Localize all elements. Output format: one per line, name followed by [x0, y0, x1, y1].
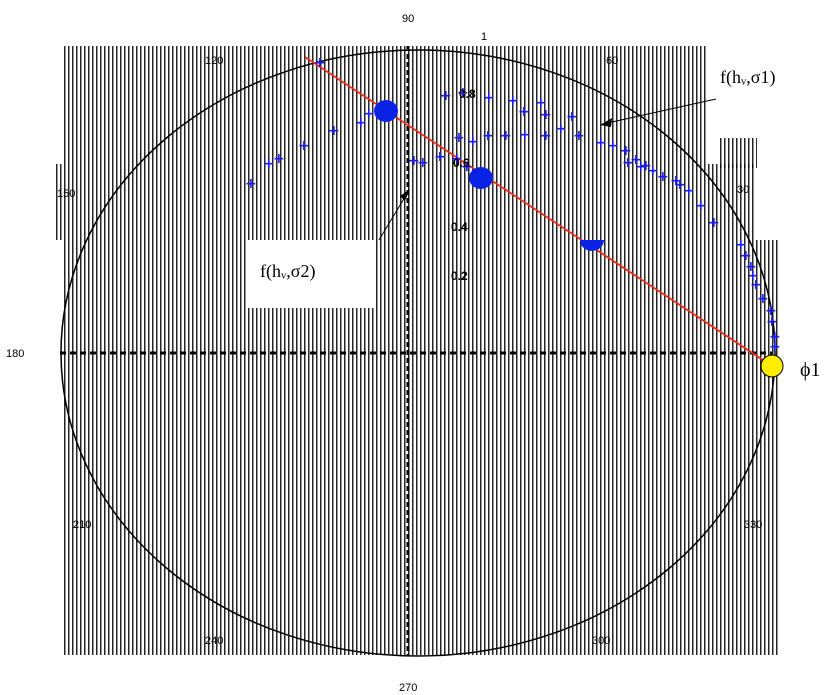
angle-label-150: 150 [57, 188, 75, 200]
angle-label-330: 330 [744, 519, 762, 531]
phi-label: ϕ1 [800, 359, 821, 381]
curve-point-31: + [657, 169, 669, 185]
curve-point-46: + [769, 339, 781, 355]
hatched-background [55, 46, 836, 655]
curve-point-40: + [747, 268, 759, 284]
curve-point-18: + [453, 130, 465, 146]
curve-point-22: + [519, 127, 531, 143]
radial-label-0-4: 0.4 [451, 220, 468, 234]
curve-point-8: + [363, 106, 375, 122]
curve-point-13: + [535, 95, 547, 111]
curve-point-11: + [483, 90, 495, 106]
curve-point-42: + [757, 291, 769, 307]
curve-point-9: + [440, 88, 452, 104]
annotation-arrows [378, 98, 717, 241]
angle-label-90: 90 [402, 13, 414, 25]
curve-point-52: + [622, 155, 634, 171]
dot-half [580, 240, 604, 251]
annotation-sigma1: f(hᵥ,σ1) [720, 67, 775, 88]
curve-point-39: + [745, 259, 757, 275]
angle-label-210: 210 [73, 519, 91, 531]
curve-point-41: + [750, 277, 762, 293]
curve-point-50: + [451, 151, 463, 167]
blue-dots [374, 100, 604, 251]
angle-label-60: 60 [606, 55, 618, 67]
arrow-sigma2 [378, 191, 409, 241]
curve-point-10: + [457, 85, 469, 101]
angle-label-300: 300 [592, 635, 610, 647]
curve-point-44: + [766, 314, 778, 330]
curve-markers: ++++++ +++ + + + +++ +++ + + + + + + + + +++++ +++++++++… [245, 55, 781, 355]
curve-point-23: + [540, 128, 552, 144]
curve-point-51: + [461, 159, 473, 175]
curve-point-27: + [620, 143, 632, 159]
curve-point-17: + [555, 121, 567, 137]
curve-point-53: + [635, 159, 647, 175]
curve-point-5: + [298, 138, 310, 154]
radial-labels: 1 0.8 0.6 0.4 0.2 [451, 31, 487, 283]
radial-label-0-6: 0.6 [453, 156, 470, 170]
curve-point-35: + [695, 198, 707, 214]
curve-point-2: + [245, 176, 257, 192]
curve-point-12: + [507, 93, 519, 109]
annotation-sigma2: f(hᵥ,σ2) [260, 261, 315, 282]
angle-label-240: 240 [205, 635, 223, 647]
curve-point-19: + [467, 134, 479, 150]
curve-point-15: + [518, 104, 530, 120]
radial-label-0-8: 0.8 [459, 87, 476, 101]
curve-point-24: + [573, 128, 585, 144]
curve-point-6: + [328, 123, 340, 139]
curve-point-47: + [408, 153, 420, 169]
curve-point-14: + [566, 109, 578, 125]
curve-point-38: + [740, 248, 752, 264]
curve-point-20: + [482, 128, 494, 144]
arrowhead-sigma1 [600, 118, 612, 127]
curve-point-33: + [674, 177, 686, 193]
radial-label-1: 1 [481, 31, 487, 43]
curve-point-21: + [500, 128, 512, 144]
curve-point-7: + [355, 115, 367, 131]
angle-label-270: 270 [399, 682, 417, 694]
curve-point-3: + [263, 156, 275, 172]
curve-point-29: + [640, 158, 652, 174]
angle-label-30: 30 [737, 184, 749, 196]
curve-point-37: + [735, 237, 747, 253]
arrowhead-sigma2 [400, 189, 410, 201]
angle-label-180: 180 [6, 348, 24, 360]
axes [60, 46, 772, 655]
curve-point-26: + [607, 138, 619, 154]
curve-point-32: + [670, 173, 682, 189]
curve-point-28: + [630, 152, 642, 168]
curve-point-34: + [683, 183, 695, 199]
curve-point-25: + [595, 135, 607, 151]
curve-point-45: + [769, 329, 781, 345]
radial-label-0-2: 0.2 [451, 269, 468, 283]
angle-label-120: 120 [205, 55, 223, 67]
angle-labels: 90 60 30 120 150 180 210 240 270 300 330 [6, 13, 762, 694]
dot-center [469, 167, 493, 189]
curve-point-49: + [434, 149, 446, 165]
arrow-sigma1 [602, 98, 717, 125]
curve-point-4: + [273, 151, 285, 167]
curve-point-36: + [708, 215, 720, 231]
curve-point-48: + [417, 155, 429, 171]
curve-point-30: + [647, 163, 659, 179]
phi-point [760, 354, 784, 378]
curve-point-43: + [765, 303, 777, 319]
curve-point-16: + [540, 107, 552, 123]
curve-point-1: + [314, 55, 326, 71]
dot-upper-left [374, 100, 398, 122]
